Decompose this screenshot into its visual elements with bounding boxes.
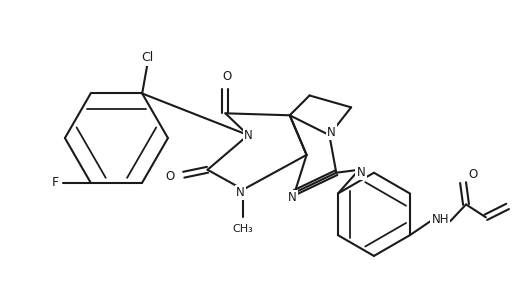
Text: O: O [222,70,232,83]
Text: O: O [468,168,478,181]
Text: N: N [236,186,245,199]
Text: N: N [288,191,297,204]
Text: N: N [357,166,366,179]
Text: O: O [165,170,175,183]
Text: F: F [52,176,58,189]
Text: N: N [327,126,336,139]
Text: NH: NH [431,213,449,226]
Text: N: N [244,128,252,142]
Text: CH₃: CH₃ [233,224,254,234]
Text: Cl: Cl [141,51,153,64]
